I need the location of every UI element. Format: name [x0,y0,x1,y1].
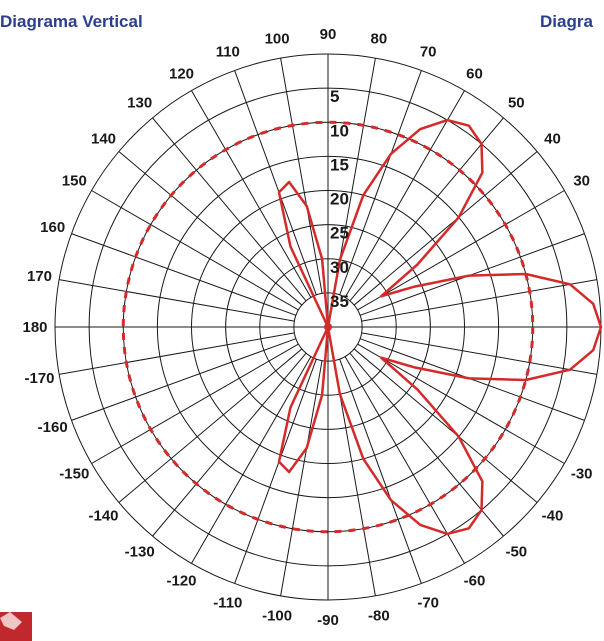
ring-label: 5 [330,87,339,106]
grid-spoke [353,348,538,503]
grid-spoke [357,343,565,464]
grid-spoke [59,332,295,375]
angle-label: 170 [27,268,52,285]
angle-label: 130 [127,95,152,112]
grid-spoke [339,70,422,296]
angle-label: -30 [571,466,593,483]
grid-spoke [71,338,297,421]
dashed-pattern-line [121,120,535,534]
ring-label: 20 [330,190,349,209]
grid-spoke [344,90,465,298]
grid-spoke [118,151,303,306]
grid-spoke [349,352,504,537]
grid-spoke [191,356,312,564]
ring-labels: 5 10 15 20 25 30 35 [330,87,349,311]
grid-spoke [344,356,465,564]
angle-label: 180 [22,319,47,336]
angle-labels: 90 80 70 60 50 40 30 100 110 120 130 140 150 160 170 18… [22,26,592,629]
angle-label: -170 [24,370,54,387]
angle-label: 150 [62,173,87,190]
angle-label: -160 [38,419,68,436]
grid-spoke [152,352,307,537]
angle-label: -60 [464,573,486,590]
grid-spoke [118,348,303,503]
grid-spoke [349,117,504,302]
angle-label: -130 [125,544,155,561]
grid-spoke [152,117,307,302]
angle-label: 60 [466,65,483,82]
grid-spoke [59,279,295,322]
chart-title-left: Diagrama Vertical [0,12,143,31]
grid-spoke [71,233,297,316]
angle-label: -140 [88,507,118,524]
angle-label: -110 [213,594,242,611]
angle-label: 80 [371,31,388,48]
grid-spoke [91,343,299,464]
ring-label: 30 [330,258,349,277]
angle-label: 100 [265,31,290,48]
angle-label: 110 [216,44,240,61]
chart-title-right: Diagra [540,12,593,31]
grid-spoke [191,90,312,298]
angle-label: -50 [505,544,527,561]
angle-label: -80 [368,608,390,625]
angle-label: 120 [169,65,194,82]
angle-label: -90 [317,612,339,629]
ring-label: 35 [330,292,349,311]
angle-label: 70 [420,44,437,61]
grid-spoke [234,358,317,584]
logo-icon [0,612,32,641]
grid-spoke [361,279,597,322]
grid-spoke [339,358,422,584]
ring-label: 10 [330,121,349,140]
grid-spoke [280,360,323,596]
grid-spoke [91,190,299,311]
angle-label: 40 [544,131,561,148]
logo-mark [0,612,22,630]
grid-spoke [353,151,538,306]
angle-label: -120 [166,573,196,590]
angle-label: -150 [59,466,89,483]
grid-spoke [357,190,565,311]
angle-label: 140 [91,131,116,148]
grid-spoke [234,70,317,296]
angle-label: -100 [262,608,292,625]
angle-label: 160 [40,219,65,236]
grid-spoke [361,332,597,375]
angle-label: -70 [417,594,439,611]
grid-spoke [280,58,323,294]
pattern-origin-dot [324,323,332,331]
pattern-series [121,118,603,536]
angle-label: -40 [542,507,564,524]
ring-label: 25 [330,224,349,243]
angle-label: 90 [320,26,337,43]
angle-label: 50 [508,95,525,112]
ring-label: 15 [330,155,349,174]
angle-label: 30 [573,173,590,190]
